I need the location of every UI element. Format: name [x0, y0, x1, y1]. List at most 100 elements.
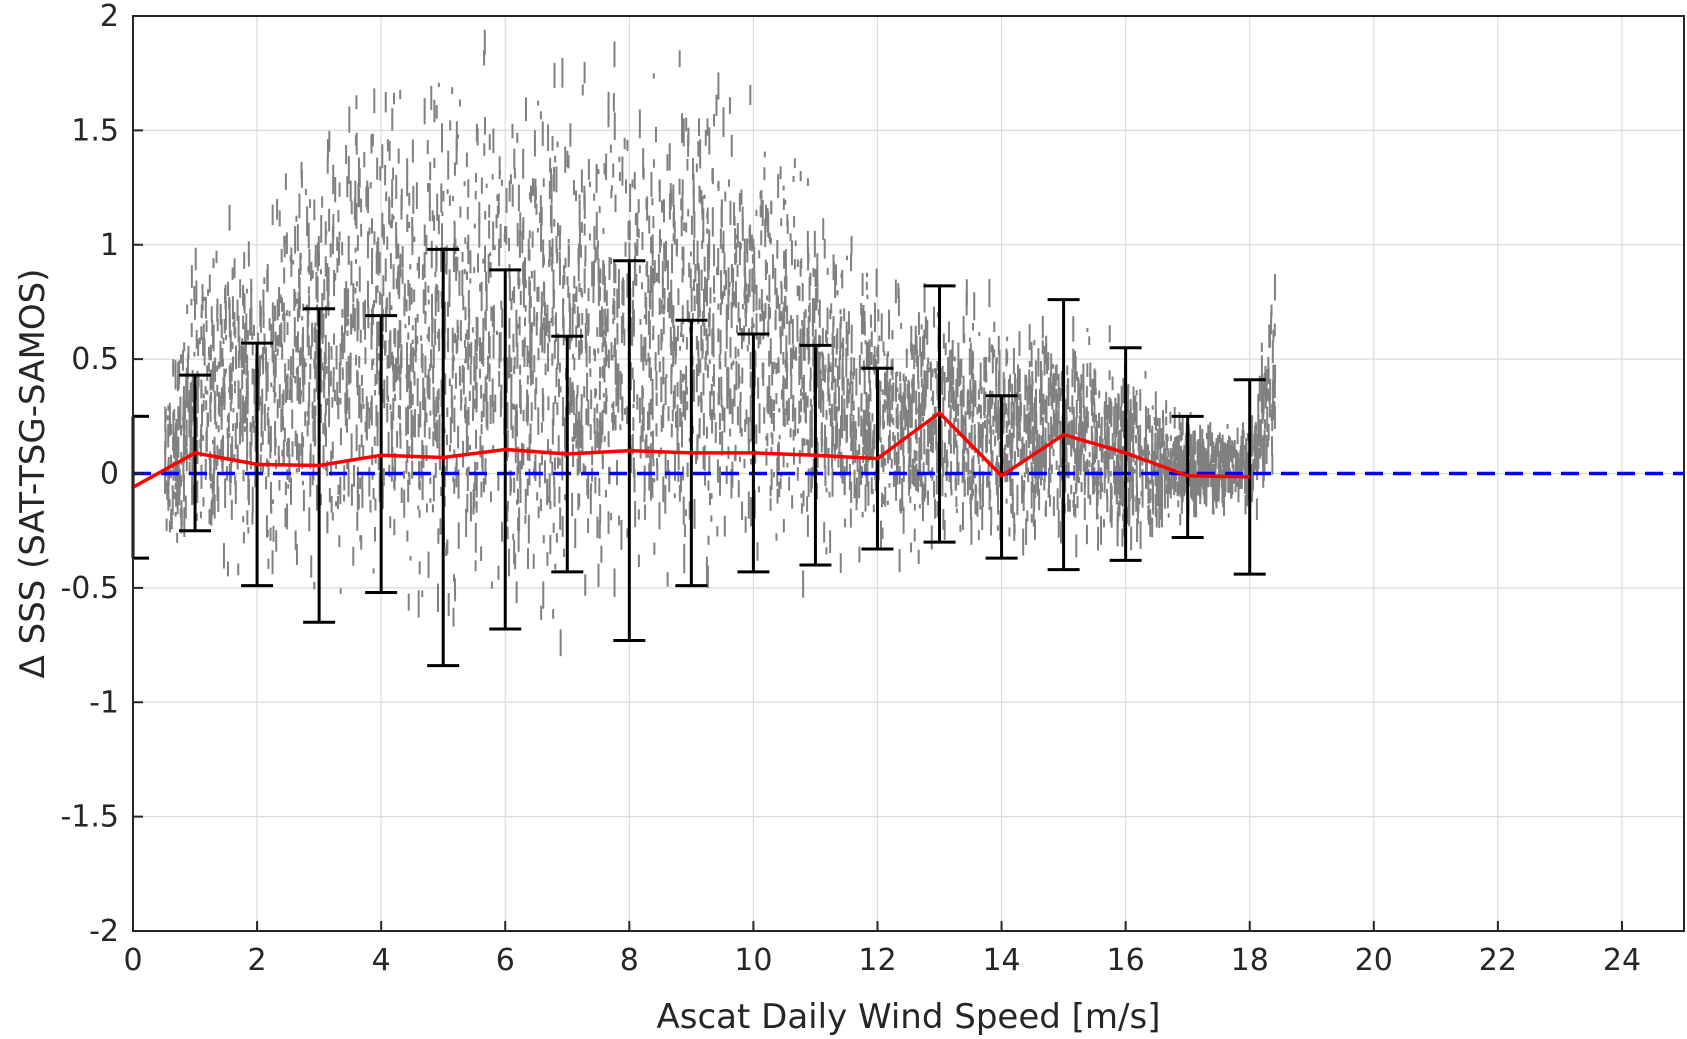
- scatter-point: [850, 324, 853, 354]
- scatter-point: [1007, 379, 1010, 400]
- scatter-point: [376, 353, 379, 374]
- scatter-point: [835, 406, 838, 433]
- scatter-point: [622, 312, 625, 330]
- scatter-point: [388, 140, 391, 161]
- scatter-point: [197, 338, 200, 357]
- scatter-point: [704, 276, 707, 303]
- scatter-point: [438, 414, 441, 432]
- scatter-point: [866, 401, 869, 426]
- scatter-point: [438, 457, 441, 471]
- scatter-point: [458, 366, 461, 385]
- scatter-point: [588, 181, 591, 188]
- scatter-point: [972, 322, 975, 331]
- scatter-point: [731, 271, 734, 283]
- scatter-point: [190, 409, 193, 422]
- scatter-point: [432, 386, 435, 415]
- scatter-point: [1075, 534, 1078, 558]
- scatter-point: [1077, 448, 1080, 457]
- scatter-point: [302, 489, 305, 512]
- scatter-point: [438, 430, 441, 456]
- scatter-point: [712, 376, 715, 382]
- scatter-point: [550, 318, 553, 323]
- scatter-point: [802, 570, 805, 598]
- scatter-point: [1099, 435, 1102, 444]
- scatter-point: [1217, 462, 1220, 469]
- scatter-point: [1120, 385, 1123, 407]
- scatter-point: [219, 395, 222, 406]
- scatter-point: [292, 348, 295, 379]
- scatter-point: [228, 386, 231, 393]
- scatter-point: [272, 317, 275, 342]
- scatter-point: [573, 423, 576, 442]
- scatter-point: [662, 405, 665, 428]
- scatter-point: [836, 407, 839, 412]
- scatter-point: [598, 310, 601, 337]
- scatter-point: [784, 378, 787, 390]
- scatter-point: [664, 255, 667, 270]
- scatter-point: [458, 270, 461, 296]
- scatter-point: [571, 436, 574, 442]
- scatter-point: [397, 243, 400, 259]
- scatter-point: [331, 512, 334, 521]
- scatter-point: [880, 313, 883, 342]
- scatter-point: [369, 182, 372, 189]
- scatter-point: [467, 406, 470, 426]
- scatter-point: [312, 405, 315, 425]
- scatter-point: [1272, 380, 1275, 407]
- scatter-point: [1127, 459, 1130, 467]
- scatter-point: [530, 270, 533, 279]
- scatter-point: [475, 501, 478, 513]
- scatter-point: [534, 186, 537, 203]
- scatter-point: [245, 384, 248, 397]
- scatter-point: [773, 361, 776, 370]
- scatter-point: [407, 479, 410, 503]
- scatter-point: [1240, 447, 1243, 473]
- scatter-point: [233, 387, 236, 394]
- scatter-point: [1050, 464, 1053, 474]
- scatter-point: [1121, 446, 1124, 470]
- scatter-point: [990, 524, 993, 536]
- scatter-point: [374, 526, 377, 542]
- scatter-point: [517, 184, 520, 212]
- scatter-point: [894, 470, 897, 481]
- scatter-point: [245, 288, 248, 294]
- scatter-point: [553, 339, 556, 359]
- scatter-point: [1250, 466, 1253, 476]
- scatter-point: [1094, 387, 1097, 396]
- scatter-point: [1071, 421, 1074, 449]
- scatter-point: [1269, 378, 1272, 400]
- scatter-point: [636, 238, 639, 256]
- scatter-point: [456, 335, 459, 352]
- scatter-point: [887, 351, 890, 357]
- scatter-point: [310, 324, 313, 336]
- scatter-point: [274, 305, 277, 322]
- scatter-point: [608, 256, 611, 281]
- scatter-point: [1158, 417, 1161, 440]
- scatter-point: [556, 363, 559, 370]
- scatter-point: [299, 252, 302, 275]
- scatter-point: [1267, 423, 1270, 441]
- scatter-point: [403, 296, 406, 317]
- scatter-point: [513, 477, 516, 493]
- scatter-point: [539, 498, 542, 512]
- scatter-point: [444, 262, 447, 273]
- scatter-point: [805, 439, 808, 446]
- scatter-point: [411, 339, 414, 345]
- scatter-point: [918, 504, 921, 509]
- scatter-point: [393, 479, 396, 489]
- scatter-point: [555, 533, 558, 543]
- scatter-point: [962, 384, 965, 408]
- scatter-point: [301, 432, 304, 443]
- scatter-point: [361, 388, 364, 403]
- scatter-point: [350, 200, 353, 215]
- scatter-point: [803, 438, 806, 447]
- scatter-point: [267, 460, 270, 478]
- scatter-point: [755, 284, 758, 311]
- scatter-point: [1225, 444, 1228, 459]
- scatter-point: [912, 374, 915, 403]
- scatter-point: [421, 439, 424, 461]
- scatter-point: [614, 349, 617, 370]
- scatter-point: [388, 349, 391, 368]
- scatter-point: [195, 513, 198, 521]
- scatter-point: [791, 318, 794, 345]
